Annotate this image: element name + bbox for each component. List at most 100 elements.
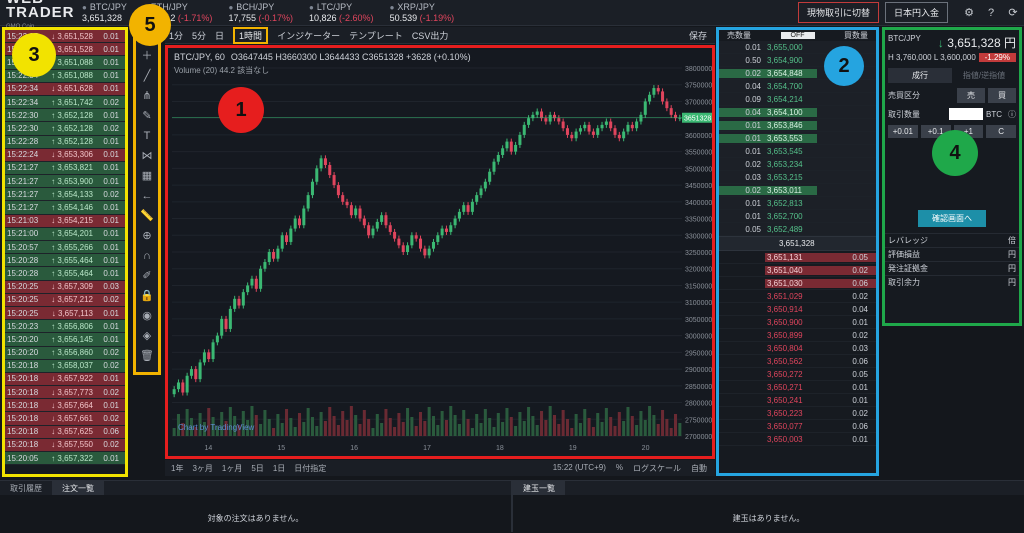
bid-row[interactable]: 3,651,040 0.02 [719,264,876,277]
volume-bar [267,419,271,436]
template-button[interactable]: テンプレート [349,30,403,41]
csv-button[interactable]: CSV出力 [411,30,449,41]
arrow-left-icon[interactable]: ← [141,190,153,202]
text-icon[interactable]: T [143,130,151,142]
chart-canvas[interactable]: 3800000375000037000003650000360000035500… [168,48,712,456]
lock-icon[interactable]: 🔒 [140,290,154,302]
range-1y[interactable]: 1年 [171,463,184,473]
sell-button[interactable]: 売 [957,88,985,103]
bid-row[interactable]: 3,650,804 0.03 [719,342,876,355]
switch-spot-button[interactable]: 現物取引に切替 [797,2,879,23]
save-button[interactable]: 保存 [688,30,707,41]
ask-row[interactable]: 0.01 3,652,700 [719,210,876,223]
range-3m[interactable]: 3ヶ月 [192,463,213,473]
brush-icon[interactable]: ✎ [142,110,152,122]
eye-icon[interactable]: ◉ [142,310,152,322]
bid-row[interactable]: 3,651,029 0.02 [719,290,876,303]
bid-row[interactable]: 3,650,003 0.01 [719,433,876,446]
pct-toggle[interactable]: % [615,462,623,472]
interval-1m[interactable]: 1分 [169,30,184,41]
bid-row[interactable]: 3,651,030 0.06 [719,277,876,290]
candle [613,128,617,135]
ask-row[interactable]: 0.05 3,652,489 [719,223,876,236]
candle [367,225,371,236]
bid-row[interactable]: 3,650,562 0.06 [719,355,876,368]
candle [583,124,587,129]
refresh-icon[interactable]: ⟳ [1008,7,1018,19]
layers-icon[interactable]: ◈ [142,330,152,342]
ask-row[interactable]: 0.01 3,652,813 [719,197,876,210]
log-toggle[interactable]: ログスケール [633,463,681,473]
buy-button[interactable]: 買 [988,88,1016,103]
ask-row[interactable]: 0.03 3,653,215 [719,171,876,184]
tradingview-watermark[interactable]: Chart by TradingView [178,423,255,432]
bid-row[interactable]: 3,650,272 0.05 [719,368,876,381]
trash-icon[interactable]: 🗑 [140,350,154,362]
volume-bar [453,415,457,436]
ask-row[interactable]: 0.01 3,653,553 [719,132,876,145]
ask-row[interactable]: 0.01 3,653,545 [719,145,876,158]
interval-selected[interactable]: 1時間 [233,26,269,44]
step-clear[interactable]: C [986,125,1016,138]
range-1d[interactable]: 1日 [272,463,286,473]
group-toggle[interactable]: OFF [780,32,815,39]
confirm-button[interactable]: 確認画面へ [918,210,986,227]
projection-icon[interactable]: ▦ [141,170,153,182]
volume-bar [393,427,397,436]
trendline-icon[interactable]: ╱ [143,70,151,82]
interval-1d[interactable]: 日 [215,30,225,41]
gear-icon[interactable]: ⚙ [964,7,974,19]
ruler-icon[interactable]: 📏 [140,210,154,222]
candle [453,218,457,226]
candle [470,201,474,212]
volume-bar [462,410,466,436]
bid-row[interactable]: 3,650,077 0.06 [719,420,876,433]
magnet-icon[interactable]: ∩ [143,250,151,262]
range-5d[interactable]: 5日 [251,463,264,473]
volume-bar [622,421,626,436]
candle [310,181,314,196]
chart-symbol: BTC/JPY, 60 [174,52,225,62]
bid-row[interactable]: 3,650,900 0.01 [719,316,876,329]
range-date[interactable]: 日付指定 [294,463,327,473]
tab-order-list[interactable]: 注文一覧 [52,481,104,495]
ask-row[interactable]: 0.09 3,654,214 [719,93,876,106]
bid-row[interactable]: 3,651,131 0.05 [719,251,876,264]
crosshair-icon[interactable]: ＋ [141,50,153,62]
ask-row[interactable]: 0.02 3,653,011 [719,184,876,197]
bid-row[interactable]: 3,650,223 0.02 [719,407,876,420]
volume-bar [406,408,410,436]
bid-row[interactable]: 3,650,241 0.01 [719,394,876,407]
volume-bar [220,412,224,436]
help-icon[interactable]: ? [987,6,995,19]
tab-limit[interactable]: 指値/逆指値 [962,71,1006,80]
tab-trade-history[interactable]: 取引履歴 [10,484,42,493]
auto-toggle[interactable]: 自動 [691,463,707,473]
bid-row[interactable]: 3,650,271 0.01 [719,381,876,394]
qty-input[interactable] [949,108,983,120]
volume-bar [652,415,656,436]
pitchfork-icon[interactable]: ⋔ [142,90,152,102]
indicator-button[interactable]: インジケーター [277,30,341,41]
ask-row[interactable]: 0.04 3,654,100 [719,106,876,119]
step-001[interactable]: +0.01 [888,125,918,138]
bid-row[interactable]: 3,650,899 0.02 [719,329,876,342]
bid-row[interactable]: 3,650,914 0.04 [719,303,876,316]
pattern-icon[interactable]: ⋈ [141,150,153,162]
pane-divider[interactable] [511,480,513,532]
range-1m[interactable]: 1ヶ月 [221,463,243,473]
zoom-icon[interactable]: ⊕ [142,230,152,242]
price-chart[interactable]: 3800000375000037000003650000360000035500… [165,45,715,459]
deposit-button[interactable]: 日本円入金 [884,2,948,23]
ask-row[interactable]: 0.02 3,653,234 [719,158,876,171]
tab-positions[interactable]: 建玉一覧 [513,481,565,495]
tab-market[interactable]: 成行 [888,68,952,83]
interval-5m[interactable]: 5分 [192,30,207,41]
ask-row[interactable]: 0.01 3,653,846 [719,119,876,132]
lock-drawings-icon[interactable]: ✐ [142,270,152,282]
info-icon[interactable]: ⓘ [1008,109,1016,119]
